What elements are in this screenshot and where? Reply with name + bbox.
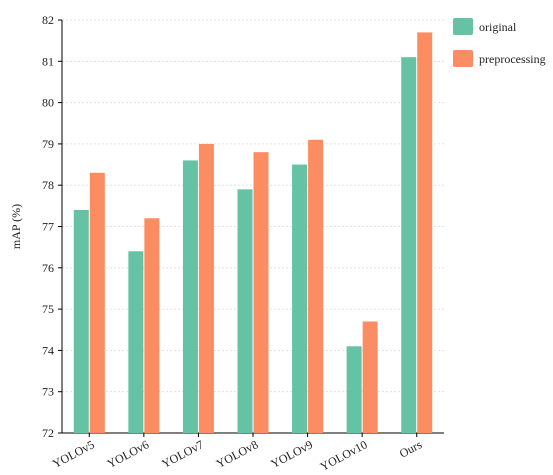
axes — [58, 19, 444, 437]
x-tick-label: YOLOv9 — [268, 437, 315, 471]
bar-preprocessing — [417, 32, 433, 433]
bar-original — [346, 346, 362, 433]
y-tick-label: 72 — [42, 426, 54, 440]
y-tick-label: 76 — [42, 261, 54, 275]
x-tick-label: YOLOv6 — [105, 437, 152, 471]
legend-label: preprocessing — [479, 52, 546, 66]
y-tick-label: 74 — [42, 343, 54, 357]
legend-swatch — [453, 18, 473, 35]
legend-swatch — [453, 50, 473, 67]
legend: original preprocessing — [453, 18, 546, 67]
x-tick-label: YOLOv8 — [214, 437, 261, 471]
bar-preprocessing — [144, 218, 160, 433]
bars — [73, 32, 433, 434]
bar-preprocessing — [253, 152, 269, 433]
bar-preprocessing — [362, 321, 378, 433]
bar-preprocessing — [89, 172, 105, 433]
y-tick-label: 82 — [42, 13, 54, 27]
y-tick-label: 73 — [42, 385, 54, 399]
y-tick-label: 78 — [42, 178, 54, 192]
y-tick-label: 80 — [42, 96, 54, 110]
x-tick-label: YOLOv10 — [318, 437, 370, 473]
y-tick-label: 75 — [42, 302, 54, 316]
y-axis-label: mAP (%) — [9, 204, 23, 249]
bar-original — [401, 57, 417, 434]
legend-label: original — [479, 20, 517, 34]
bar-preprocessing — [308, 139, 324, 433]
grid-lines — [62, 19, 444, 393]
y-tick-label: 79 — [42, 137, 54, 151]
bar-original — [128, 251, 144, 433]
x-tick-label: Ours — [397, 437, 424, 460]
bar-original — [237, 189, 253, 433]
bar-original — [182, 160, 198, 434]
y-tick-label: 81 — [42, 54, 54, 68]
bar-preprocessing — [198, 143, 214, 433]
bar-original — [292, 164, 308, 434]
y-tick-label: 77 — [42, 220, 54, 234]
x-tick-label: YOLOv7 — [159, 437, 206, 471]
bar-original — [73, 209, 89, 433]
x-tick-label: YOLOv5 — [50, 437, 97, 471]
